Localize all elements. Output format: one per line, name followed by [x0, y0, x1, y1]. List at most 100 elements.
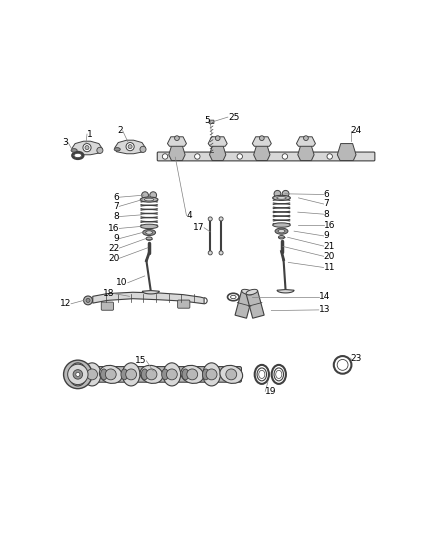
Polygon shape [246, 290, 264, 318]
Circle shape [327, 154, 332, 159]
Polygon shape [277, 289, 294, 293]
Ellipse shape [146, 231, 152, 234]
Circle shape [219, 217, 223, 221]
FancyBboxPatch shape [157, 152, 375, 161]
Ellipse shape [278, 229, 285, 233]
Circle shape [208, 217, 212, 221]
Ellipse shape [220, 365, 243, 383]
Polygon shape [169, 143, 185, 160]
Ellipse shape [202, 369, 209, 380]
Circle shape [282, 154, 288, 159]
Ellipse shape [114, 148, 120, 151]
Text: 16: 16 [324, 221, 335, 230]
Polygon shape [167, 137, 187, 146]
Circle shape [126, 369, 137, 380]
Ellipse shape [122, 363, 140, 386]
Polygon shape [93, 292, 204, 304]
Circle shape [128, 144, 132, 149]
Text: 15: 15 [135, 357, 146, 365]
Ellipse shape [279, 236, 285, 239]
Ellipse shape [242, 289, 253, 295]
Text: 24: 24 [351, 126, 362, 135]
Ellipse shape [141, 369, 148, 380]
Circle shape [304, 136, 308, 141]
Circle shape [105, 369, 116, 380]
Text: 3: 3 [63, 139, 68, 148]
Text: 11: 11 [324, 263, 335, 272]
Circle shape [150, 192, 157, 199]
Ellipse shape [140, 197, 158, 202]
Ellipse shape [181, 365, 204, 383]
Ellipse shape [83, 363, 101, 386]
Text: 13: 13 [319, 305, 330, 314]
Circle shape [208, 251, 212, 255]
Circle shape [187, 369, 198, 380]
Circle shape [274, 190, 281, 197]
FancyBboxPatch shape [81, 367, 241, 382]
Ellipse shape [162, 369, 169, 380]
FancyBboxPatch shape [101, 302, 113, 310]
Ellipse shape [277, 197, 286, 199]
Polygon shape [142, 290, 159, 294]
Text: 14: 14 [319, 293, 330, 302]
Text: 16: 16 [108, 224, 119, 233]
Ellipse shape [273, 223, 290, 227]
Text: 9: 9 [113, 234, 119, 243]
Circle shape [194, 154, 200, 159]
Text: 17: 17 [193, 223, 204, 232]
Circle shape [166, 369, 177, 380]
Text: 20: 20 [324, 252, 335, 261]
Circle shape [219, 251, 223, 255]
Polygon shape [72, 141, 102, 155]
Circle shape [97, 147, 103, 154]
Ellipse shape [140, 224, 158, 229]
Circle shape [64, 360, 92, 389]
FancyBboxPatch shape [178, 300, 190, 308]
Text: 18: 18 [102, 289, 114, 298]
Polygon shape [337, 143, 356, 160]
Text: 12: 12 [60, 300, 71, 308]
Circle shape [126, 142, 134, 151]
Circle shape [84, 296, 92, 305]
Text: 20: 20 [108, 254, 119, 263]
Circle shape [140, 146, 146, 152]
Circle shape [162, 154, 168, 159]
Ellipse shape [146, 237, 152, 240]
Ellipse shape [101, 369, 107, 380]
Text: 22: 22 [108, 244, 119, 253]
Text: 6: 6 [324, 190, 329, 199]
Circle shape [175, 136, 179, 141]
Ellipse shape [140, 365, 163, 383]
Text: 6: 6 [113, 193, 119, 201]
Polygon shape [252, 137, 271, 146]
Circle shape [83, 143, 91, 152]
Polygon shape [208, 137, 227, 146]
Text: 25: 25 [228, 112, 239, 122]
Ellipse shape [121, 369, 128, 380]
Circle shape [215, 136, 220, 141]
Ellipse shape [143, 229, 155, 236]
Circle shape [282, 190, 289, 197]
Text: 10: 10 [116, 278, 128, 287]
Ellipse shape [275, 228, 288, 234]
Polygon shape [254, 143, 270, 160]
Text: 7: 7 [113, 202, 119, 211]
Ellipse shape [71, 149, 77, 152]
Circle shape [73, 370, 83, 379]
Circle shape [76, 373, 80, 376]
Polygon shape [235, 290, 253, 318]
Text: 19: 19 [265, 387, 277, 396]
Circle shape [87, 369, 98, 380]
Circle shape [146, 369, 157, 380]
Ellipse shape [99, 365, 122, 383]
Text: 7: 7 [324, 199, 329, 208]
Circle shape [206, 369, 217, 380]
Ellipse shape [203, 363, 220, 386]
Ellipse shape [163, 363, 181, 386]
Circle shape [141, 192, 148, 199]
Ellipse shape [74, 154, 81, 158]
Ellipse shape [182, 369, 189, 380]
Text: 9: 9 [324, 231, 329, 240]
Polygon shape [298, 143, 314, 160]
Ellipse shape [273, 195, 290, 200]
